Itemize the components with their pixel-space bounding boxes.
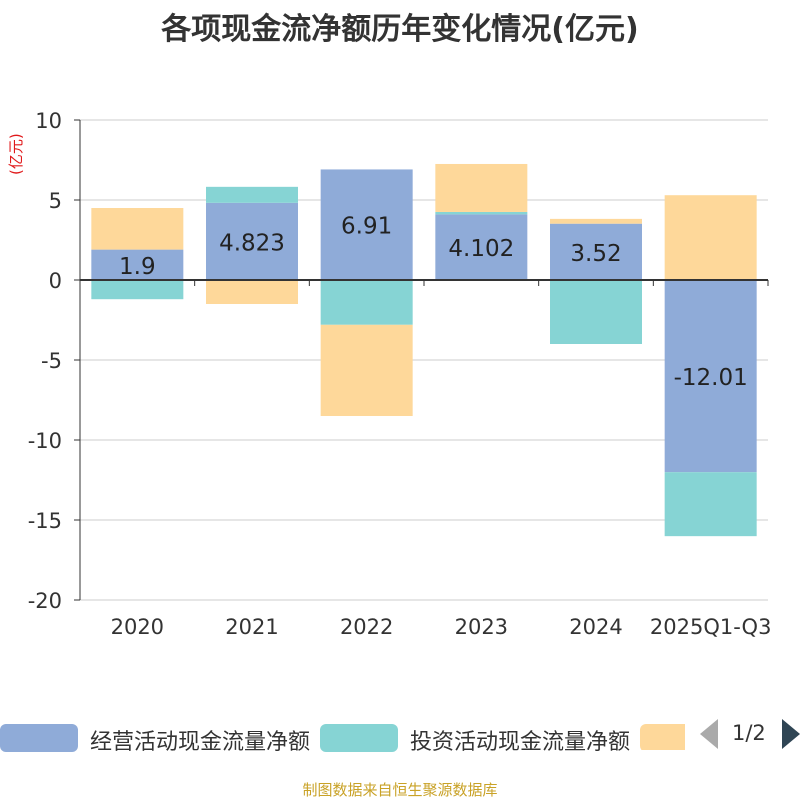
legend-label-investing: 投资活动现金流量净额 bbox=[410, 730, 631, 755]
x-tick-label: 2022 bbox=[340, 615, 393, 639]
legend-swatch-financing bbox=[640, 724, 685, 750]
bar-2023-series-2 bbox=[435, 163, 528, 212]
legend-prev-page-icon[interactable] bbox=[700, 719, 718, 749]
bar-2021-series-2 bbox=[206, 280, 298, 304]
x-tick-label: 2023 bbox=[455, 615, 508, 639]
legend-item-financing[interactable] bbox=[640, 720, 685, 750]
bar-2023-series-1 bbox=[435, 211, 528, 215]
bar-2022-series-2 bbox=[320, 324, 413, 416]
x-tick-label: 2024 bbox=[569, 615, 622, 639]
bar-2021-series-1 bbox=[206, 186, 298, 203]
data-labels: 1.9 4.823 6.91 4.102 3.52 -12.01 bbox=[119, 214, 748, 391]
y-tick-label: -10 bbox=[28, 429, 62, 453]
y-tick-label: -15 bbox=[28, 509, 62, 533]
data-label-2024: 3.52 bbox=[570, 241, 621, 267]
legend-label-operating: 经营活动现金流量净额 bbox=[90, 730, 311, 755]
bar-2024-series-0 bbox=[550, 223, 642, 280]
y-tick-label: -20 bbox=[28, 589, 62, 613]
y-tick-label: 5 bbox=[49, 189, 62, 213]
bar-2022-series-1 bbox=[320, 280, 413, 325]
bars bbox=[91, 163, 757, 537]
data-label-2021: 4.823 bbox=[219, 230, 285, 256]
chart-svg: 1.9 4.823 6.91 4.102 3.52 -12.01 10 5 0 -5 -10 -15… bbox=[28, 109, 772, 639]
x-tick-label: 2025Q1-Q3 bbox=[650, 615, 772, 639]
bar-2024-series-1 bbox=[550, 280, 642, 344]
legend: 经营活动现金流量净额 投资活动现金流量净额 1/2 bbox=[0, 716, 800, 756]
data-label-2025Q1-Q3: -12.01 bbox=[674, 365, 748, 391]
bar-2025Q1-Q3-series-0 bbox=[664, 280, 757, 473]
bar-2022-series-0 bbox=[320, 169, 413, 280]
gridlines bbox=[80, 119, 768, 601]
bar-2025Q1-Q3-series-1 bbox=[664, 472, 757, 537]
y-tick-label: 0 bbox=[49, 269, 62, 293]
bar-2023-series-0 bbox=[435, 214, 528, 280]
bar-2020-series-2 bbox=[91, 208, 184, 250]
bar-2021-series-0 bbox=[206, 202, 298, 280]
bar-2020-series-1 bbox=[91, 280, 184, 300]
y-tick-label: 10 bbox=[35, 109, 62, 133]
chart-title: 各项现金流净额历年变化情况(亿元) bbox=[161, 12, 639, 47]
data-label-2020: 1.9 bbox=[119, 254, 156, 280]
bar-2020-series-0 bbox=[91, 249, 184, 280]
legend-next-page-icon[interactable] bbox=[782, 719, 800, 749]
legend-swatch-investing bbox=[320, 724, 398, 752]
legend-page-indicator: 1/2 bbox=[732, 721, 766, 745]
bar-2025Q1-Q3-series-2 bbox=[664, 195, 757, 280]
x-tick-label: 2021 bbox=[225, 615, 278, 639]
y-tick-label: -5 bbox=[41, 349, 62, 373]
data-source-note: 制图数据来自恒生聚源数据库 bbox=[302, 781, 498, 799]
axes: 10 5 0 -5 -10 -15 -20 2020 2021 2022 2023 2024 2025Q… bbox=[28, 109, 772, 639]
x-tick-label: 2020 bbox=[111, 615, 164, 639]
bar-2024-series-2 bbox=[550, 218, 642, 224]
legend-swatch-operating bbox=[0, 724, 78, 752]
data-label-2023: 4.102 bbox=[448, 236, 514, 262]
data-label-2022: 6.91 bbox=[341, 214, 392, 240]
